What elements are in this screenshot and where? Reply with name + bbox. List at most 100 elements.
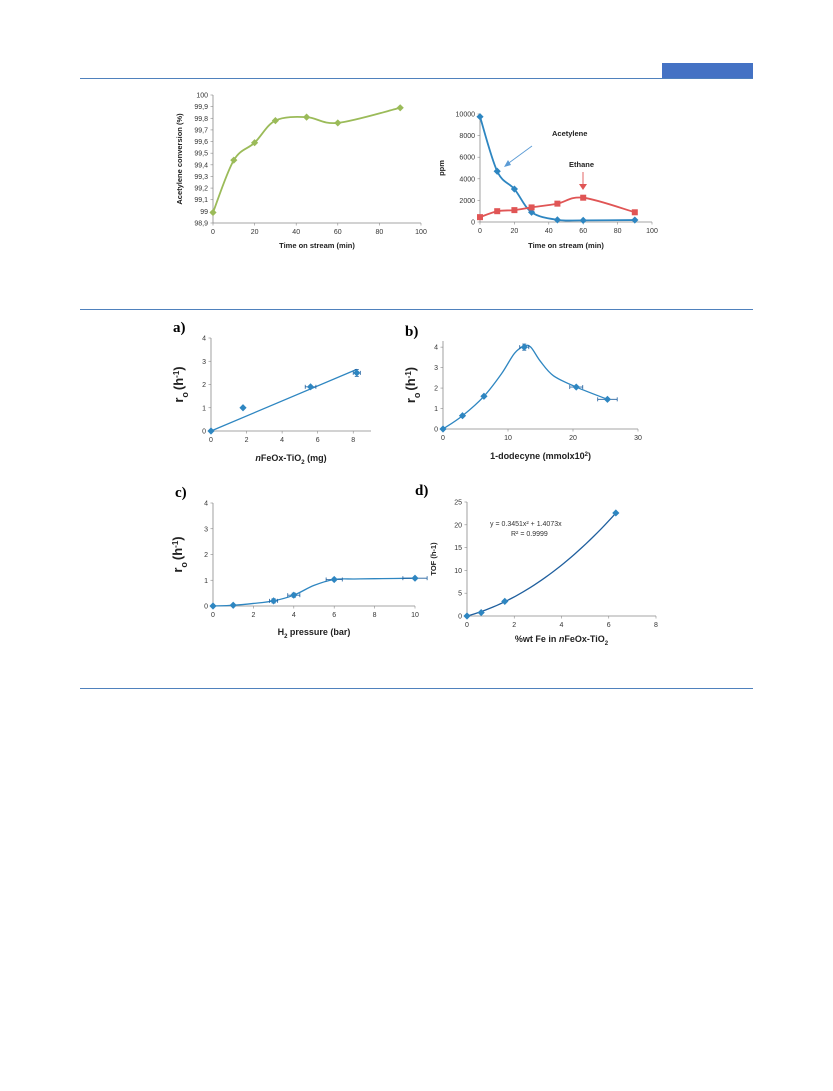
data-point: [209, 602, 217, 610]
data-point: [520, 343, 528, 351]
x-tick-label: 60: [334, 229, 342, 236]
x-tick-label: 30: [634, 435, 642, 442]
data-point: [463, 612, 471, 620]
y-tick-label: 99,8: [194, 116, 208, 123]
data-point: [528, 204, 535, 211]
x-axis-title: 1-dodecyne (mmolx102): [490, 451, 591, 461]
data-point: [580, 194, 587, 201]
annotation-ethane: Ethane: [569, 160, 594, 169]
y-tick-label: 99,1: [194, 197, 208, 204]
data-point: [501, 597, 509, 606]
data-point: [476, 113, 484, 121]
y-tick-label: 0: [204, 604, 208, 611]
y-tick-label: 3: [204, 526, 208, 533]
y-tick-label: 0: [458, 614, 462, 621]
x-tick-label: 0: [465, 622, 469, 629]
acetylene-arrow: [505, 145, 533, 166]
data-point: [603, 395, 612, 403]
data-point: [270, 597, 278, 605]
x-tick-label: 4: [292, 612, 296, 619]
y-tick-label: 99,6: [194, 139, 208, 146]
chart-d: 0 2 4 6 8 0 5 10 15 20 25 TOF (h-1) %wt Fe in nFeOx-…: [415, 483, 658, 647]
y-tick-label: 10: [454, 568, 462, 575]
y-tick-label: 10000: [456, 112, 476, 119]
y-tick-label: 1: [434, 406, 438, 413]
x-axis-title: Time on stream (min): [279, 241, 355, 250]
x-tick-label: 40: [292, 229, 300, 236]
x-tick-label: 0: [441, 435, 445, 442]
y-tick-label: 3: [434, 365, 438, 372]
y-tick-label: 5: [458, 591, 462, 598]
y-axis-title: ro(h-1): [171, 366, 190, 402]
data-point: [334, 119, 342, 127]
y-tick-label: 2000: [459, 198, 475, 205]
y-tick-label: 99: [200, 209, 208, 216]
x-tick-label: 6: [316, 437, 320, 444]
chart-a: 0 2 4 6 8 0 1 2 3 4 ro(h-1) nFeOx-TiO2 (mg) a): [171, 320, 371, 466]
series-line-ethane: [479, 196, 636, 218]
data-point: [439, 425, 447, 433]
data-point: [303, 113, 311, 121]
y-tick-label: 2: [434, 386, 438, 393]
y-tick-label: 25: [454, 500, 462, 507]
data-point: [612, 509, 620, 517]
y-tick-label: 8000: [459, 133, 475, 140]
y-tick-label: 99,4: [194, 162, 208, 169]
y-axis-title: ppm: [437, 160, 446, 176]
y-tick-label: 99,5: [194, 151, 208, 158]
y-tick-label: 3: [202, 359, 206, 366]
data-point: [579, 216, 587, 224]
ppm-chart: 0 20 40 60 80 100 0 2000 4000 6000 8000 10000 ppm Tim…: [437, 112, 658, 251]
y-tick-label: 0: [202, 429, 206, 436]
y-tick-label: 1: [204, 578, 208, 585]
data-point: [494, 208, 501, 215]
y-tick-label: 1: [202, 405, 206, 412]
data-point: [511, 207, 518, 214]
fit-r-squared: R² = 0.9999: [511, 531, 548, 538]
divider-rule-2: [80, 688, 753, 689]
panel-label: d): [415, 483, 428, 499]
x-tick-label: 80: [376, 229, 384, 236]
x-tick-label: 2: [251, 612, 255, 619]
x-axis-title: Time on stream (min): [528, 241, 604, 250]
x-tick-label: 60: [579, 228, 587, 235]
y-tick-label: 4000: [459, 176, 475, 183]
data-point: [411, 574, 419, 582]
x-tick-label: 100: [415, 229, 427, 236]
data-point: [572, 383, 580, 391]
y-tick-label: 100: [196, 93, 208, 100]
x-tick-label: 6: [607, 622, 611, 629]
x-tick-label: 0: [478, 228, 482, 235]
x-tick-label: 4: [280, 437, 284, 444]
y-tick-label: 4: [434, 345, 438, 352]
y-axis-title: TOF (h-1): [429, 542, 438, 576]
data-point: [209, 208, 217, 217]
fit-line: [210, 368, 358, 432]
data-point: [353, 369, 361, 377]
x-tick-label: 6: [332, 612, 336, 619]
fit-equation: y = 0.3451x² + 1.4073x: [490, 521, 562, 528]
panel-label: a): [173, 320, 186, 336]
y-tick-label: 99,3: [194, 174, 208, 181]
x-tick-label: 0: [211, 229, 215, 236]
x-tick-label: 80: [614, 228, 622, 235]
header-tab: [662, 63, 753, 78]
y-tick-label: 2: [204, 552, 208, 559]
x-tick-label: 8: [654, 622, 658, 629]
acetylene-conversion-chart: 0 20 40 60 80 100 98,9 99 99,1 99,2 99,3 99,4 99,5 99…: [175, 93, 427, 251]
acetylene-arrowhead: [504, 160, 511, 167]
y-tick-label: 20: [454, 522, 462, 529]
x-tick-label: 0: [211, 612, 215, 619]
x-tick-label: 40: [545, 228, 553, 235]
x-tick-label: 8: [373, 612, 377, 619]
series-line-conversion: [212, 106, 401, 213]
x-tick-label: 20: [569, 435, 577, 442]
x-tick-label: 0: [209, 437, 213, 444]
data-point: [251, 139, 259, 147]
y-tick-label: 0: [434, 427, 438, 434]
chart-c: 0 2 4 6 8 10 0 1 2 3 4 ro(h-1) H2 pressure (bar) c): [170, 485, 428, 640]
data-point: [554, 200, 561, 207]
data-point: [230, 156, 238, 164]
data-point: [396, 104, 404, 112]
y-tick-label: 99,9: [194, 104, 208, 111]
